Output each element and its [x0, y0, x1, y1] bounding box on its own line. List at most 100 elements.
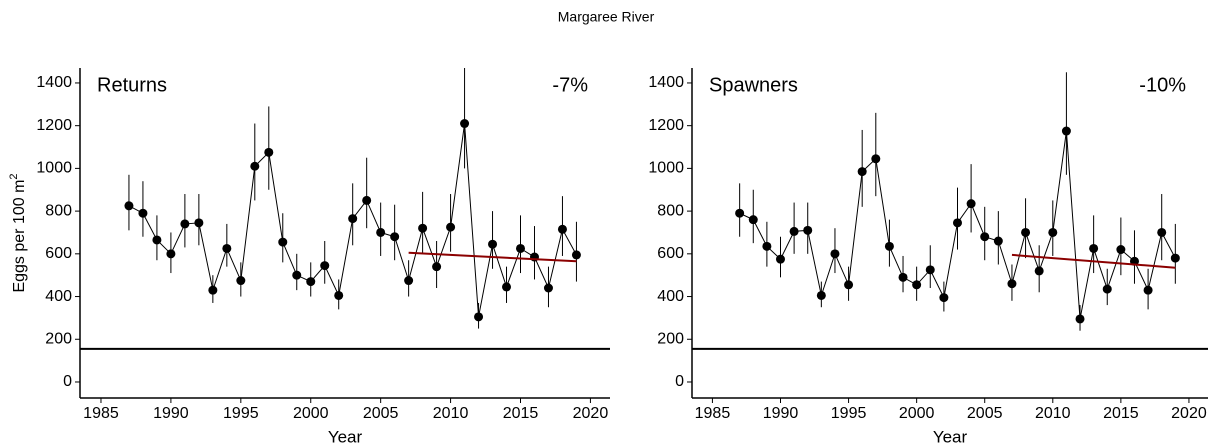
data-point — [1021, 227, 1031, 237]
data-point — [236, 276, 246, 286]
data-point — [993, 236, 1003, 246]
data-point — [1007, 279, 1017, 289]
panel-annotation: -7% — [552, 74, 588, 96]
x-tick-label: 1985 — [83, 405, 119, 422]
x-tick-label: 1990 — [763, 405, 799, 422]
y-tick-label: 200 — [657, 330, 684, 347]
data-point — [775, 254, 785, 264]
data-point — [348, 214, 358, 224]
x-tick-label: 2015 — [503, 405, 539, 422]
x-tick-label: 1995 — [223, 405, 259, 422]
data-point — [1034, 266, 1044, 276]
data-point — [925, 265, 935, 275]
y-axis-label-superscript: 2 — [8, 173, 20, 179]
panel-label: Returns — [97, 74, 167, 96]
data-point — [474, 312, 484, 322]
y-tick-label: 1200 — [36, 117, 72, 134]
data-point — [502, 282, 512, 292]
data-point — [166, 249, 176, 259]
chart-title: Margaree River — [558, 9, 655, 25]
data-point — [748, 215, 758, 225]
data-point — [1170, 253, 1180, 263]
y-tick-label: 400 — [45, 288, 72, 305]
data-point — [762, 241, 772, 251]
x-tick-label: 2015 — [1103, 405, 1139, 422]
data-point — [912, 280, 922, 290]
panel-annotation: -10% — [1139, 74, 1186, 96]
data-point — [1102, 284, 1112, 294]
data-point — [1089, 243, 1099, 253]
data-point — [884, 241, 894, 251]
y-tick-label: 600 — [45, 245, 72, 262]
data-point — [320, 261, 330, 271]
data-point — [418, 223, 428, 233]
data-point — [516, 243, 526, 253]
data-point — [966, 199, 976, 209]
y-tick-label: 1200 — [648, 117, 684, 134]
data-point — [432, 262, 442, 272]
data-point — [1143, 285, 1153, 295]
data-point — [124, 201, 134, 211]
data-point — [180, 219, 190, 229]
data-point — [404, 276, 414, 286]
x-axis-label: Year — [328, 427, 363, 446]
data-point — [460, 119, 470, 129]
x-tick-label: 2010 — [1035, 405, 1071, 422]
y-tick-label: 0 — [675, 373, 684, 390]
data-point — [830, 249, 840, 259]
data-point — [1157, 227, 1167, 237]
x-tick-label: 2010 — [433, 405, 469, 422]
data-point — [857, 167, 867, 177]
y-tick-label: 1000 — [648, 160, 684, 177]
data-point — [488, 239, 498, 249]
y-tick-label: 0 — [63, 373, 72, 390]
y-tick-label: 1400 — [648, 74, 684, 91]
x-axis-label: Year — [933, 427, 968, 446]
trend-line — [408, 251, 577, 263]
data-point — [939, 293, 949, 303]
data-point — [898, 272, 908, 282]
y-tick-label: 1000 — [36, 160, 72, 177]
data-point — [278, 237, 288, 247]
x-tick-label: 1990 — [153, 405, 189, 422]
x-tick-label: 2000 — [899, 405, 935, 422]
data-point — [1116, 245, 1126, 255]
data-point — [816, 290, 826, 300]
data-point — [334, 290, 344, 300]
x-tick-label: 2020 — [1171, 405, 1207, 422]
y-tick-label: 800 — [45, 202, 72, 219]
x-tick-label: 1985 — [695, 405, 731, 422]
y-tick-label: 800 — [657, 202, 684, 219]
data-point — [1061, 126, 1071, 136]
x-tick-label: 2020 — [573, 405, 609, 422]
data-point — [571, 250, 581, 260]
data-point — [152, 235, 162, 245]
data-point — [362, 195, 372, 205]
data-point — [194, 218, 204, 228]
data-point — [980, 232, 990, 242]
data-point — [543, 283, 553, 293]
x-tick-label: 1995 — [831, 405, 867, 422]
data-point — [1048, 227, 1058, 237]
data-point — [222, 243, 232, 253]
x-tick-label: 2005 — [363, 405, 399, 422]
data-point — [390, 232, 400, 242]
y-tick-label: 1400 — [36, 74, 72, 91]
data-point — [803, 225, 813, 235]
data-point — [557, 224, 567, 234]
data-point — [446, 222, 456, 232]
data-point — [1075, 314, 1085, 324]
data-point — [952, 218, 962, 228]
data-point — [844, 280, 854, 290]
data-point — [292, 270, 302, 280]
y-tick-label: 600 — [657, 245, 684, 262]
trend-line — [1011, 253, 1176, 269]
y-axis-label: Eggs per 100 m2 — [8, 173, 28, 292]
y-tick-label: 400 — [657, 288, 684, 305]
data-point — [376, 227, 386, 237]
panel-label: Spawners — [709, 74, 798, 96]
data-point — [735, 208, 745, 218]
data-point — [789, 226, 799, 236]
x-tick-label: 2005 — [967, 405, 1003, 422]
